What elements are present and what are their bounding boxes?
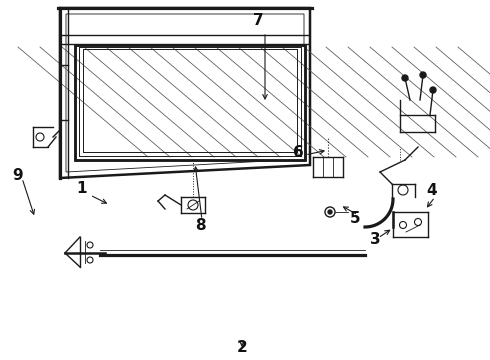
Polygon shape [75, 45, 305, 160]
Circle shape [430, 87, 436, 93]
Text: 6: 6 [293, 144, 303, 159]
Text: 8: 8 [195, 217, 205, 233]
Text: 5: 5 [350, 211, 360, 225]
Text: 2: 2 [237, 341, 247, 356]
Text: 4: 4 [427, 183, 437, 198]
Text: 7: 7 [253, 13, 263, 27]
Polygon shape [60, 8, 310, 178]
Circle shape [420, 72, 426, 78]
Circle shape [402, 75, 408, 81]
Text: 1: 1 [77, 180, 87, 195]
Text: 3: 3 [369, 233, 380, 248]
Circle shape [328, 210, 332, 214]
Text: 9: 9 [13, 167, 24, 183]
